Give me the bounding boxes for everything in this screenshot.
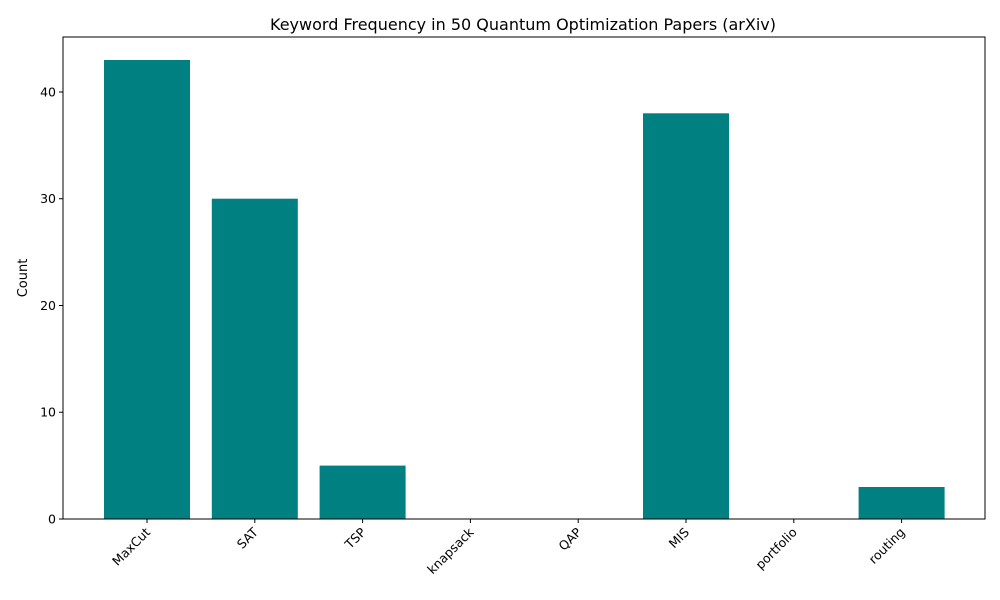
y-axis-label: Count bbox=[16, 259, 31, 298]
x-tick-label: knapsack bbox=[424, 524, 477, 577]
plot-frame bbox=[62, 36, 986, 520]
bar-maxcut bbox=[104, 60, 190, 519]
bar-routing bbox=[858, 487, 945, 519]
x-tick-label: QAP bbox=[555, 524, 584, 553]
bar-mis bbox=[643, 113, 729, 520]
x-tick-label: TSP bbox=[341, 524, 369, 552]
y-tick-label: 40 bbox=[40, 84, 56, 99]
x-tick-label: portfolio bbox=[752, 525, 800, 573]
y-tick-label: 20 bbox=[40, 298, 56, 313]
bars-group bbox=[104, 60, 945, 520]
x-axis: MaxCut SAT TSP knapsack QAP MIS portfolio routi… bbox=[109, 519, 908, 577]
y-axis: 0 10 20 30 40 bbox=[40, 84, 63, 527]
x-tick-label: routing bbox=[866, 525, 908, 567]
bar-tsp bbox=[319, 465, 406, 519]
x-tick-label: MaxCut bbox=[109, 524, 153, 568]
y-tick-label: 10 bbox=[40, 405, 56, 420]
x-tick-label: SAT bbox=[234, 524, 261, 551]
bar-sat bbox=[211, 198, 298, 519]
chart-title: Keyword Frequency in 50 Quantum Optimiza… bbox=[270, 15, 776, 34]
y-tick-label: 0 bbox=[48, 512, 56, 527]
y-tick-label: 30 bbox=[40, 191, 56, 206]
x-tick-label: MIS bbox=[666, 524, 692, 550]
